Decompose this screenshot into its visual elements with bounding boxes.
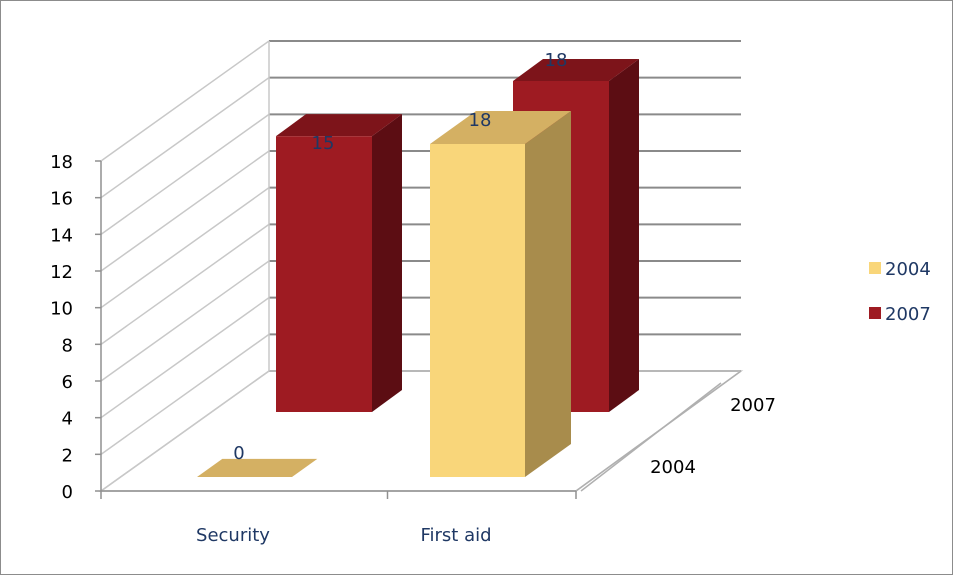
y-tick-label: 4: [62, 409, 73, 430]
legend-swatch: [869, 262, 881, 274]
gridline-side: [100, 187, 270, 309]
gridline-side: [100, 260, 270, 382]
gridline-side: [100, 150, 270, 272]
data-label: 15: [312, 133, 335, 154]
bar-2007-1-side: [609, 59, 639, 412]
bar-2007-1-top: [513, 59, 639, 81]
y-tick-label: 12: [50, 262, 73, 283]
data-label: 18: [469, 110, 492, 131]
y-tick-label: 14: [50, 225, 73, 246]
gridline-side: [100, 333, 270, 455]
legend-swatch: [869, 307, 881, 319]
gridline-side: [100, 223, 270, 345]
gridline-side: [100, 113, 270, 235]
bar-2004-1-front: [430, 144, 525, 477]
data-label: 18: [545, 50, 568, 71]
legend-label: 2004: [885, 259, 931, 280]
bar-2004-0-flat: [197, 458, 318, 477]
depth-axis: [580, 382, 722, 492]
y-tick-label: 18: [50, 152, 73, 173]
gridline-side: [100, 297, 270, 419]
legend-label: 2007: [885, 304, 931, 325]
depth-label: 2004: [650, 457, 696, 478]
data-label: 0: [233, 443, 244, 464]
bar-2007-0-top: [276, 114, 402, 137]
bar-2007-0-side: [372, 114, 402, 413]
y-tick-label: 16: [50, 189, 73, 210]
depth-label: 2007: [730, 395, 776, 416]
category-label: First aid: [420, 525, 491, 546]
bar-2004-1-side: [525, 111, 571, 477]
y-tick-label: 6: [62, 372, 73, 393]
category-label: Security: [196, 525, 270, 546]
y-tick-label: 2: [62, 445, 73, 466]
floor-outline: [98, 370, 744, 492]
y-tick-label: 0: [62, 482, 73, 503]
bar-2007-0-front: [276, 136, 372, 412]
gridline-side: [100, 40, 270, 162]
y-tick-label: 10: [50, 299, 73, 320]
y-tick-label: 8: [62, 335, 73, 356]
gridline-side: [100, 77, 270, 199]
bar-2004-1-top: [430, 111, 571, 144]
